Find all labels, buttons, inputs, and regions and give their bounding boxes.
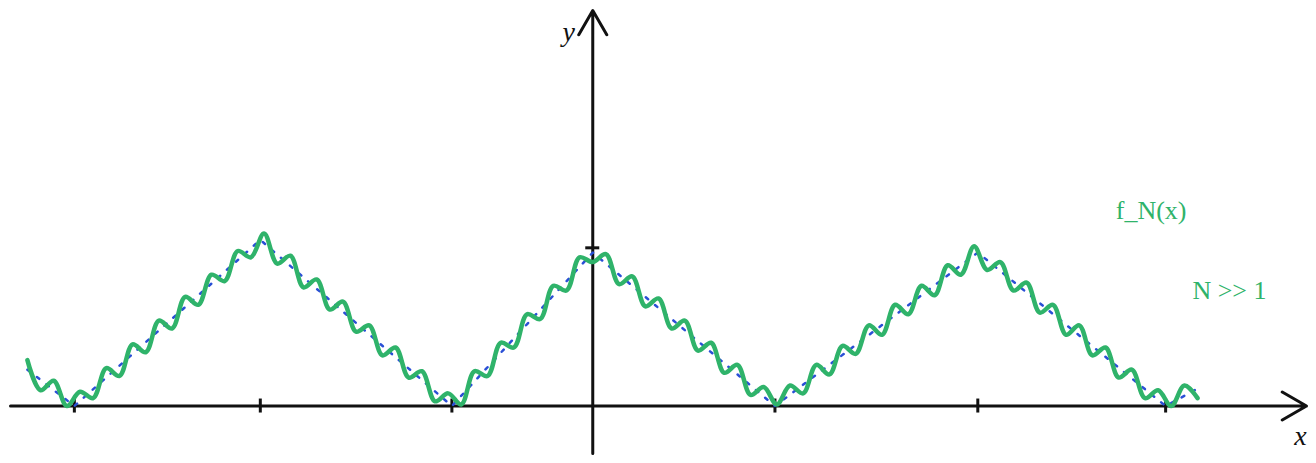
- svg-text:y: y: [560, 16, 576, 47]
- svg-text:N >> 1: N >> 1: [1192, 276, 1266, 305]
- svg-text:x: x: [1293, 420, 1307, 451]
- svg-text:f_N(x): f_N(x): [1116, 196, 1187, 225]
